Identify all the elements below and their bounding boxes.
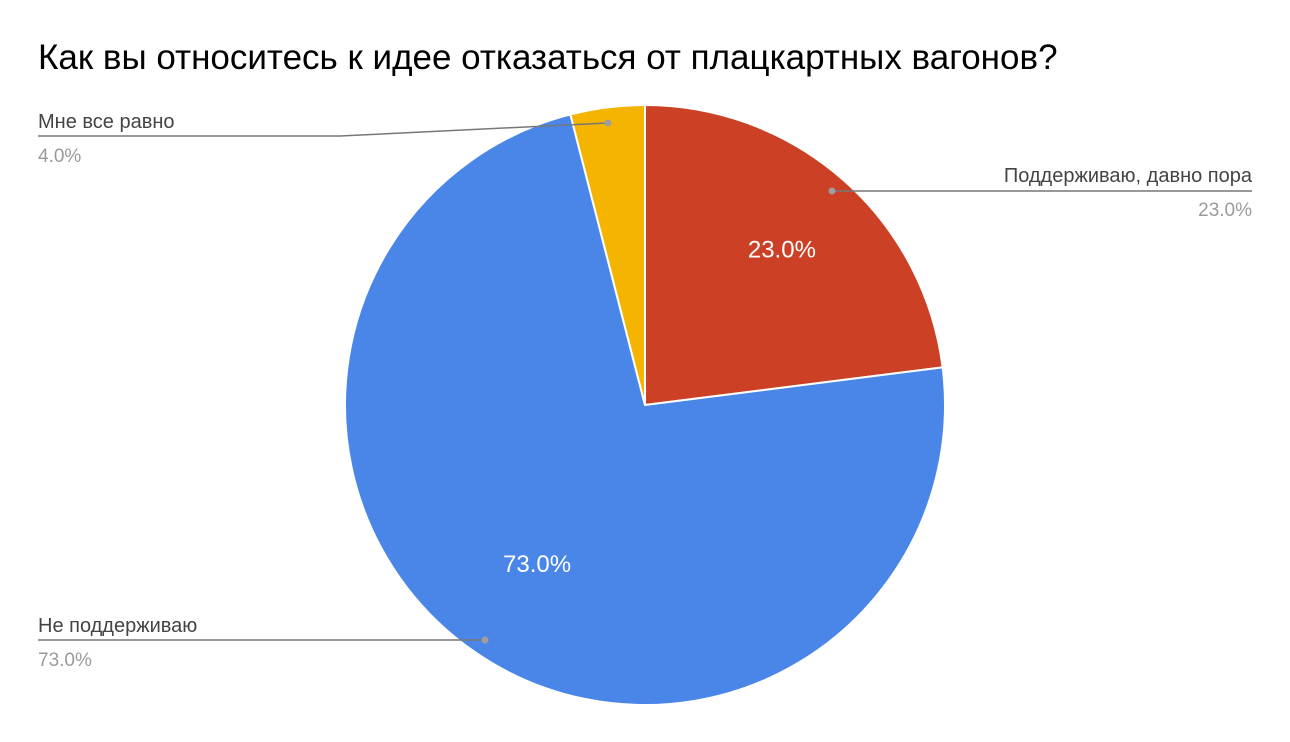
callout-percent-slice-2: 73.0% (38, 650, 92, 671)
callout-line-slice-3 (38, 122, 609, 137)
callout-dot-slice-1 (828, 187, 836, 195)
inside-label-slice-2: 73.0% (503, 551, 571, 578)
pie-slice-3 (569, 103, 646, 406)
chart-title: Как вы относитесь к идее отказаться от п… (38, 38, 1058, 77)
callout-dot-slice-3 (604, 119, 612, 127)
callout-dot-slice-2 (481, 636, 489, 644)
callout-label-slice-1: Поддерживаю, давно пора (1004, 165, 1253, 187)
inside-label-slice-1: 23.0% (748, 237, 816, 264)
pie-slice-1 (644, 103, 944, 407)
callout-percent-slice-1: 23.0% (1198, 200, 1252, 221)
callout-label-slice-2: Не поддерживаю (38, 615, 197, 637)
pie-slice-2 (344, 113, 946, 706)
callout-percent-slice-3: 4.0% (38, 146, 81, 167)
callout-label-slice-3: Мне все равно (38, 111, 175, 133)
